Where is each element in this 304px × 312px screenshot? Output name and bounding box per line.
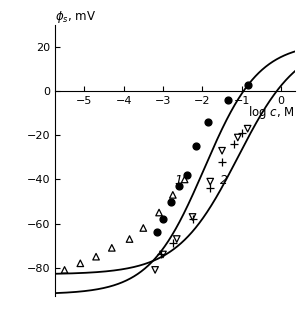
Text: log $c$, M: log $c$, M xyxy=(248,105,295,121)
Point xyxy=(235,135,240,140)
Point xyxy=(245,82,250,87)
Point xyxy=(245,126,250,131)
Point xyxy=(174,236,179,241)
Point xyxy=(161,252,165,257)
Point xyxy=(155,230,160,235)
Point xyxy=(171,241,175,246)
Point xyxy=(182,177,187,182)
Point xyxy=(206,119,211,124)
Point xyxy=(109,245,114,250)
Point xyxy=(157,210,161,215)
Point xyxy=(208,179,213,184)
Point xyxy=(168,199,173,204)
Point xyxy=(94,254,98,259)
Point xyxy=(78,261,83,266)
Text: 1: 1 xyxy=(175,174,183,187)
Point xyxy=(231,142,236,147)
Point xyxy=(226,97,230,102)
Point xyxy=(171,193,175,197)
Point xyxy=(219,148,224,153)
Point xyxy=(190,214,195,219)
Point xyxy=(159,252,164,257)
Point xyxy=(176,183,181,188)
Text: 2: 2 xyxy=(220,174,228,187)
Point xyxy=(239,131,244,136)
Point xyxy=(127,236,132,241)
Point xyxy=(161,217,165,222)
Point xyxy=(184,173,189,178)
Point xyxy=(141,226,146,231)
Point xyxy=(62,267,67,272)
Point xyxy=(219,159,224,164)
Point xyxy=(208,186,213,191)
Text: $\phi_s$, mV: $\phi_s$, mV xyxy=(55,9,96,25)
Point xyxy=(194,144,199,149)
Point xyxy=(190,217,195,222)
Point xyxy=(153,267,157,272)
